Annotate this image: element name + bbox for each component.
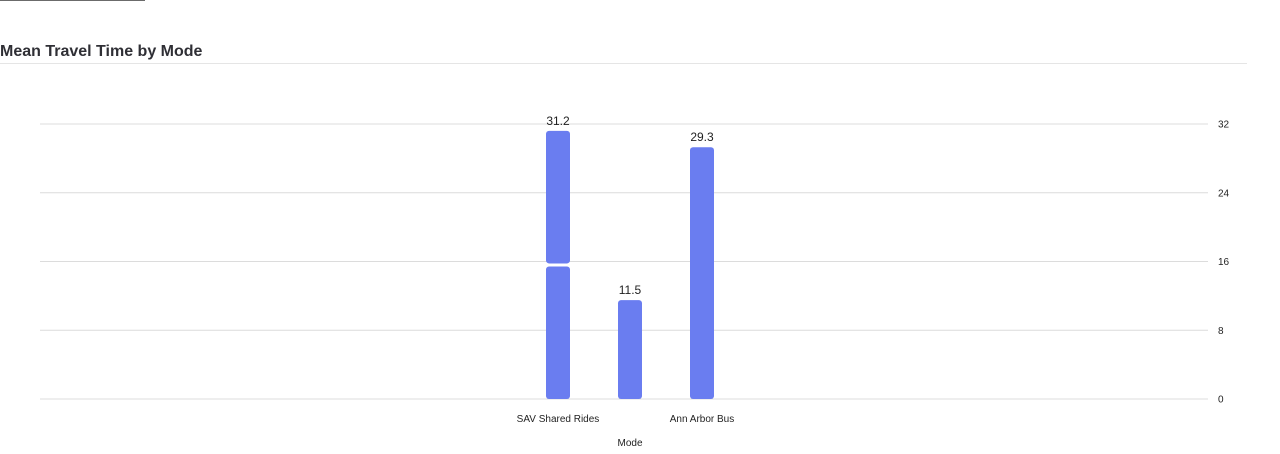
y-tick-label: 0 [1218,395,1224,406]
bar-segment[interactable] [690,147,714,399]
bar-value-label: 31.2 [546,114,570,128]
y-axis-ticks: 0 8 16 24 32 [1218,120,1230,406]
x-axis-title: Mode [617,438,642,449]
x-category-label: SAV Shared Rides [517,414,600,425]
y-tick-label: 8 [1218,326,1224,337]
bar-segment[interactable] [546,266,570,399]
bar-value-label: 11.5 [619,283,642,297]
data-labels: 31.2 11.5 29.3 [546,114,714,297]
y-tick-label: 32 [1218,120,1230,131]
bars [546,130,714,399]
x-category-label: Ann Arbor Bus [670,414,734,425]
top-divider [0,0,145,1]
bar-segment[interactable] [546,130,570,264]
y-tick-label: 16 [1218,257,1230,268]
title-divider [0,63,1247,64]
bar-value-label: 29.3 [690,130,714,144]
bar-segment[interactable] [618,300,642,399]
chart-title: Mean Travel Time by Mode [0,43,203,60]
x-axis-categories: SAV Shared Rides Ann Arbor Bus [517,414,735,425]
y-tick-label: 24 [1218,188,1230,199]
